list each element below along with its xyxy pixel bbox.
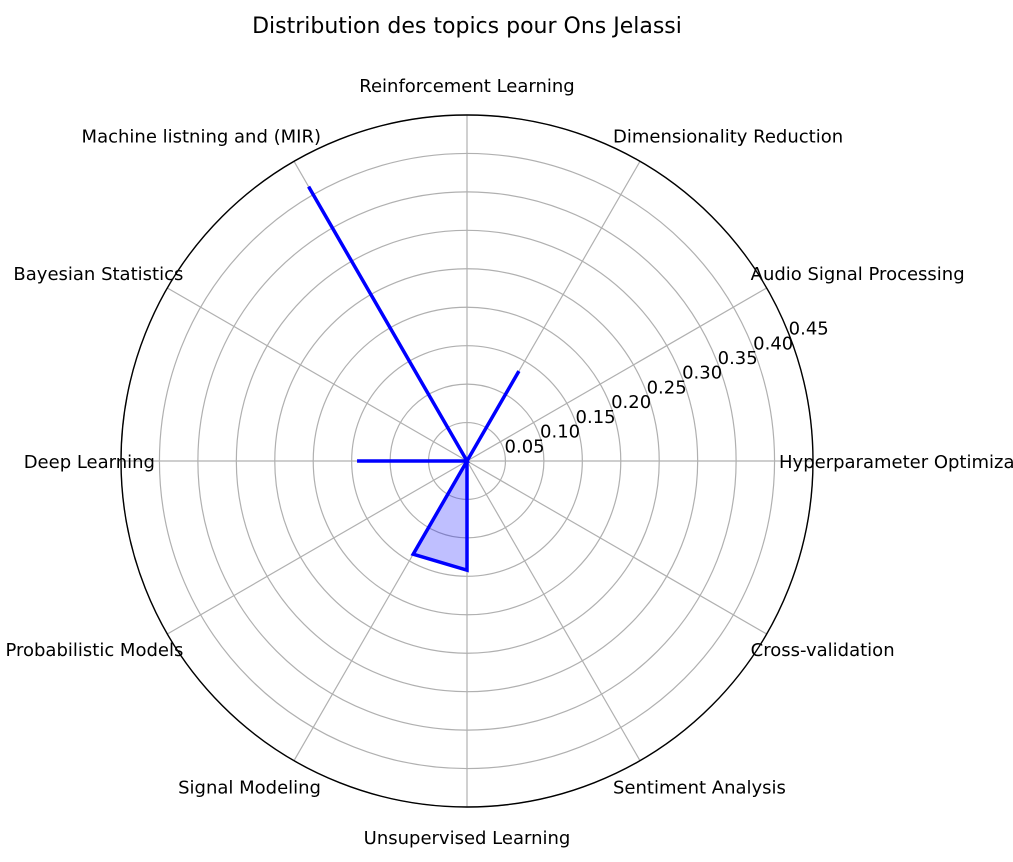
- angular-gridline: [466, 460, 641, 761]
- angular-gridline: [167, 287, 468, 462]
- category-label: Dimensionality Reduction: [613, 126, 843, 147]
- polar-frame: [120, 114, 814, 808]
- radial-tick-label: 0.15: [576, 407, 616, 428]
- series-polygon: [307, 185, 521, 573]
- radial-tick-label: 0.35: [718, 348, 758, 369]
- category-label: Machine listning and (MIR): [82, 126, 321, 147]
- radial-tick-label: 0.30: [682, 363, 722, 384]
- radial-tick-label: 0.45: [789, 319, 829, 340]
- chart-title: Distribution des topics pour Ons Jelassi: [252, 14, 682, 39]
- angular-gridline: [466, 287, 767, 462]
- category-label: Deep Learning: [24, 452, 155, 473]
- radial-tick-label: 0.25: [647, 377, 687, 398]
- category-label: Bayesian Statistics: [13, 264, 183, 285]
- category-label: Unsupervised Learning: [364, 828, 571, 849]
- radial-tick-labels: 0.050.100.150.200.250.300.350.400.45: [505, 319, 829, 458]
- series-layer: [307, 185, 521, 573]
- category-label: Sentiment Analysis: [613, 778, 786, 799]
- category-label: Reinforcement Learning: [359, 76, 574, 97]
- radial-tick-label: 0.05: [505, 436, 545, 457]
- radial-tick-label: 0.40: [753, 333, 793, 354]
- category-label: Cross-validation: [751, 640, 895, 661]
- radial-tick-label: 0.20: [611, 392, 651, 413]
- grid-layer: [120, 114, 814, 808]
- category-label: Probabilistic Models: [5, 640, 183, 661]
- category-labels: Hyperparameter Optimization Audio Signal …: [5, 76, 1013, 849]
- radial-tick-label: 0.10: [540, 422, 580, 443]
- category-label: Hyperparameter Optimization: [779, 452, 1013, 473]
- category-label: Signal Modeling: [178, 778, 321, 799]
- angular-gridline: [167, 460, 468, 635]
- angular-gridline: [466, 460, 767, 635]
- category-label: Audio Signal Processing: [751, 264, 965, 285]
